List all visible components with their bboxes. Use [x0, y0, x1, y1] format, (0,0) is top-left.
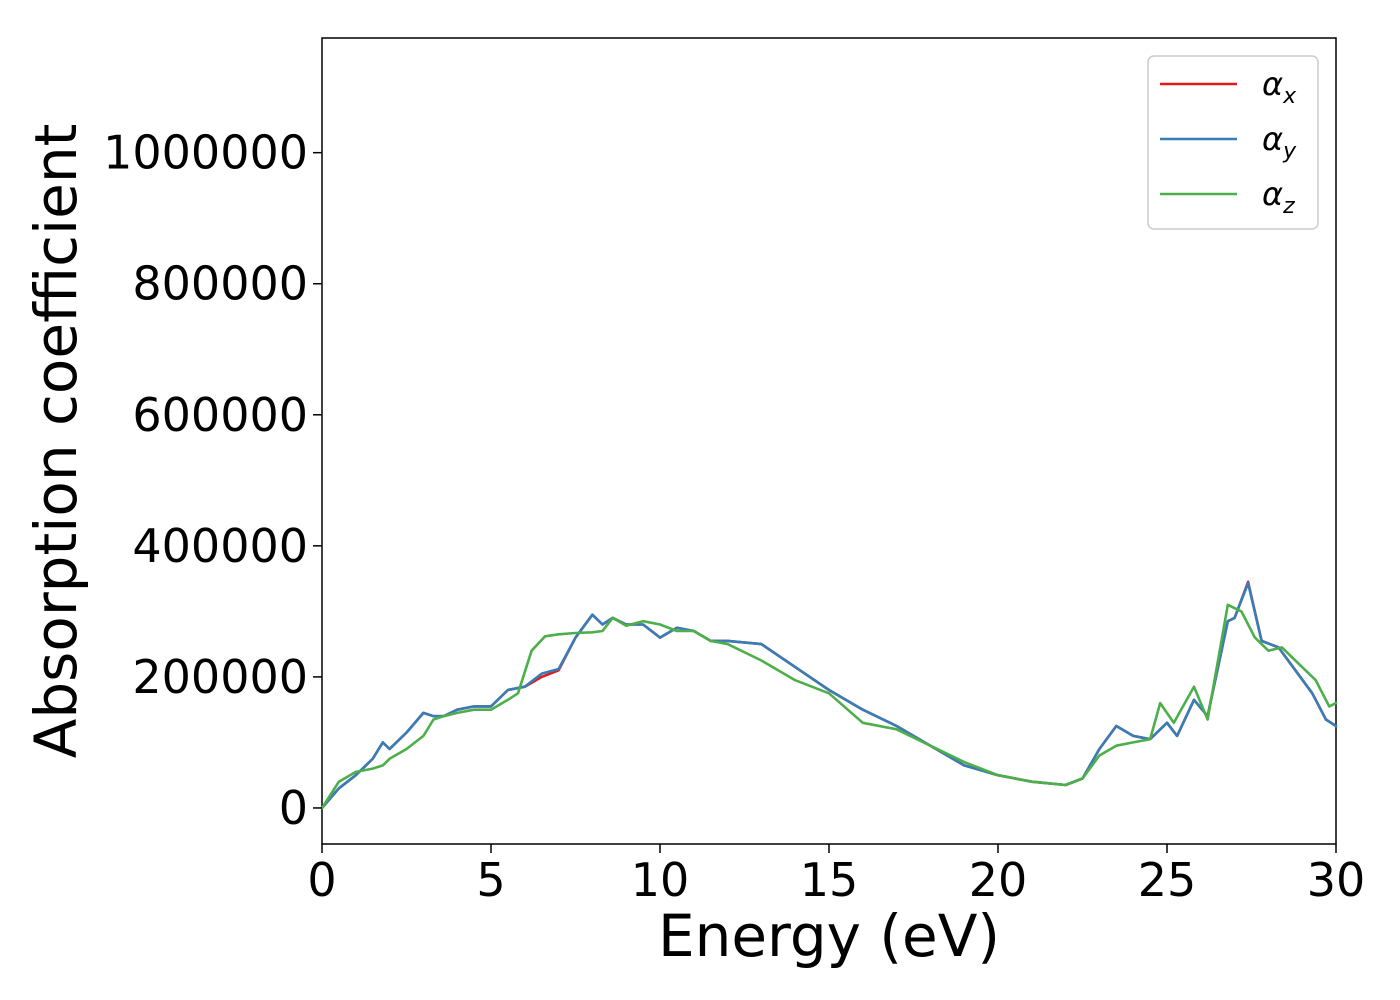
- legend-label-y: αy: [1262, 120, 1297, 164]
- legend-label-x: αx: [1262, 65, 1297, 109]
- x-tick-label: 10: [631, 853, 690, 907]
- x-tick-label: 30: [1307, 853, 1366, 907]
- y-tick-label: 600000: [132, 388, 308, 442]
- y-tick-label: 400000: [132, 519, 308, 573]
- x-axis: 0 5 10 15 20 25 30: [307, 844, 1365, 907]
- x-axis-title: Energy (eV): [658, 902, 1000, 970]
- series-line-z: [320, 603, 1338, 810]
- y-tick-label: 800000: [132, 257, 308, 311]
- legend-items: αx αy αz: [1160, 65, 1297, 219]
- y-axis: 0 200000 400000 600000 800000 1000000: [103, 126, 322, 835]
- y-tick-label: 1000000: [103, 126, 308, 180]
- legend-box: [1147, 55, 1319, 230]
- x-tick-label: 0: [307, 853, 336, 907]
- y-axis-title: Absorption coefficient: [22, 124, 90, 759]
- x-tick-label: 5: [476, 853, 505, 907]
- legend-label-z: αz: [1262, 175, 1295, 219]
- x-tick-label: 15: [800, 853, 859, 907]
- series-layer: [320, 580, 1338, 810]
- y-tick-label: 200000: [132, 650, 308, 704]
- x-tick-label: 20: [969, 853, 1028, 907]
- x-tick-label: 25: [1138, 853, 1197, 907]
- legend: αx αy αz: [1147, 55, 1319, 230]
- y-tick-label: 0: [279, 781, 308, 835]
